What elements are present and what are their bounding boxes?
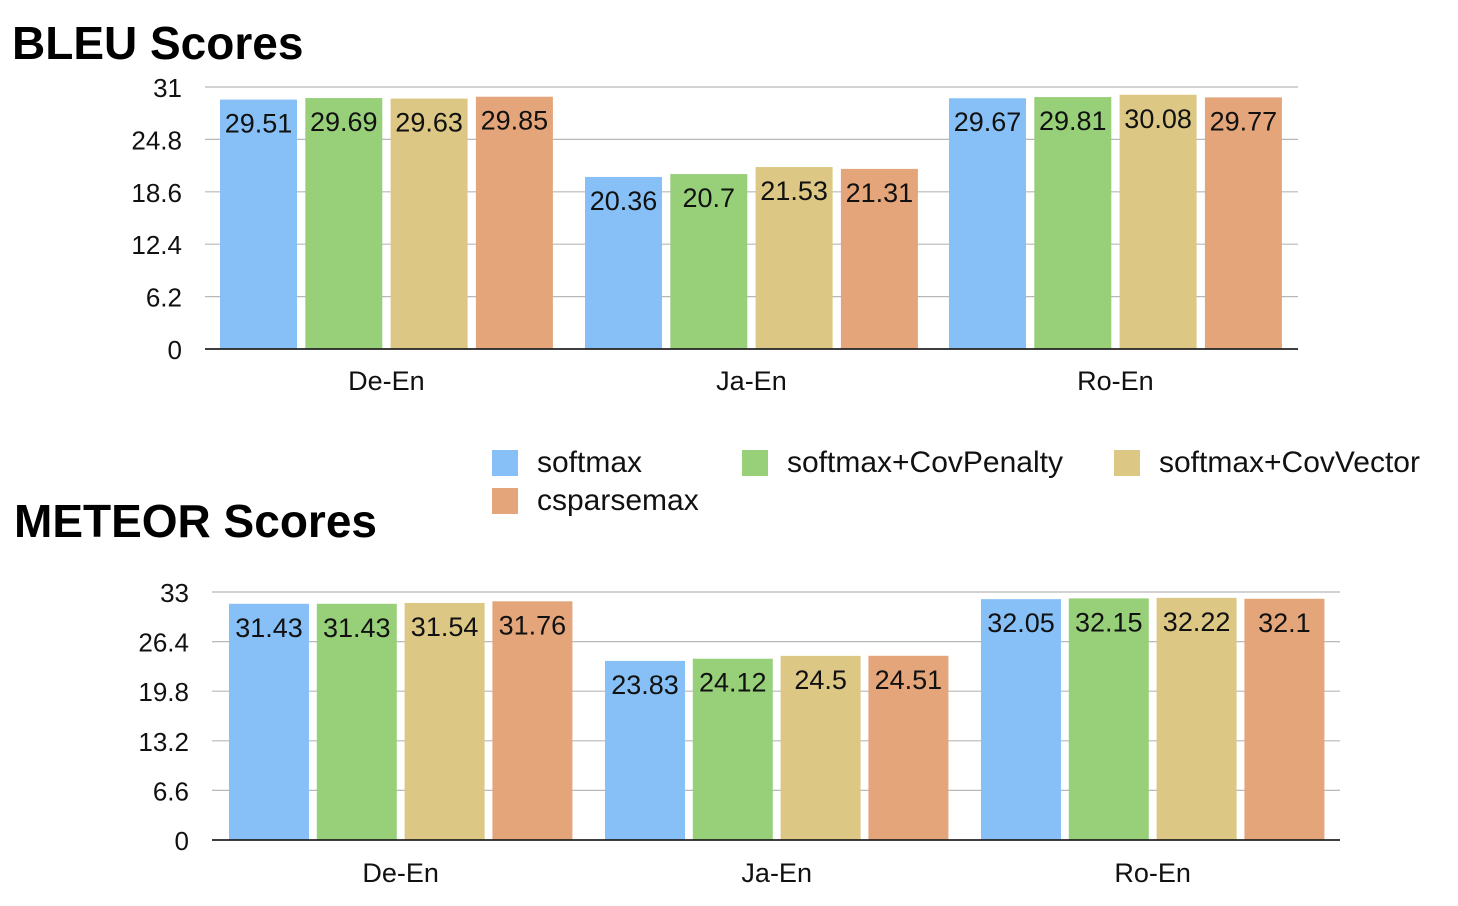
bleu-bar: [585, 176, 662, 349]
meteor-data-label: 31.43: [323, 613, 391, 643]
bleu-bar: [1119, 94, 1197, 349]
bleu-data-label: 29.85: [481, 106, 549, 136]
bleu-data-label: 21.53: [760, 176, 828, 206]
bleu-chart: 0 6.2 12.4 18.6 24.8 31 29.51 20.36 29.67 29.69 20…: [131, 73, 1298, 396]
meteor-bar: [316, 603, 397, 840]
meteor-y-tick-label: 33: [160, 578, 189, 608]
bleu-bar: [670, 174, 748, 349]
bleu-bar: [305, 98, 383, 349]
bleu-category-label: Ja-En: [716, 366, 787, 396]
bleu-data-label: 29.51: [225, 109, 293, 139]
meteor-bar: [492, 601, 573, 840]
meteor-bar: [1068, 598, 1149, 840]
meteor-data-label: 24.51: [875, 665, 943, 695]
meteor-bar: [1244, 598, 1325, 840]
meteor-data-label: 31.43: [235, 613, 303, 643]
bleu-y-tick-label: 6.2: [146, 283, 182, 313]
meteor-bar: [229, 603, 309, 840]
bleu-bar: [949, 98, 1026, 349]
meteor-y-tick-label: 19.8: [138, 677, 189, 707]
legend-swatch-covpenalty: [742, 450, 768, 476]
bleu-data-label: 30.08: [1124, 104, 1192, 134]
meteor-category-label: De-En: [362, 858, 439, 888]
bleu-bar: [1034, 97, 1112, 349]
bleu-y-tick-label: 0: [168, 335, 182, 365]
meteor-data-label: 23.83: [611, 670, 679, 700]
meteor-bar: [605, 660, 685, 840]
meteor-bar: [780, 655, 861, 840]
meteor-data-label: 31.54: [411, 612, 479, 642]
legend-swatch-csparsemax: [492, 488, 518, 514]
meteor-data-label: 32.05: [987, 608, 1055, 638]
meteor-data-label: 32.15: [1075, 607, 1143, 637]
bleu-bar: [840, 168, 918, 349]
bleu-bar: [390, 98, 468, 350]
bleu-data-label: 29.81: [1039, 106, 1107, 136]
meteor-data-label: 32.22: [1163, 607, 1231, 637]
legend-item-csparsemax: csparsemax: [492, 484, 699, 518]
bleu-y-tick-label: 18.6: [131, 178, 182, 208]
bleu-category-label: De-En: [348, 366, 425, 396]
meteor-y-tick-label: 6.6: [153, 776, 189, 806]
bleu-bar: [1204, 97, 1282, 350]
bleu-data-label: 29.69: [310, 107, 378, 137]
meteor-data-label: 24.12: [699, 668, 767, 698]
meteor-bar: [868, 655, 949, 840]
bleu-data-label: 29.67: [954, 107, 1022, 137]
meteor-data-label: 24.5: [794, 665, 847, 695]
bleu-y-tick-label: 12.4: [131, 230, 182, 260]
bleu-data-label: 21.31: [846, 178, 914, 208]
bleu-category-label: Ro-En: [1077, 366, 1154, 396]
bleu-bar: [220, 99, 297, 350]
bleu-bar: [475, 96, 553, 349]
legend-item-covvector: softmax+CovVector: [1114, 446, 1420, 480]
legend-label-covvector: softmax+CovVector: [1159, 446, 1420, 479]
legend-swatch-covvector: [1114, 450, 1140, 476]
legend-label-csparsemax: csparsemax: [537, 484, 699, 517]
bleu-chart-title: BLEU Scores: [12, 17, 304, 69]
meteor-y-tick-label: 26.4: [138, 628, 189, 658]
meteor-category-label: Ja-En: [741, 858, 812, 888]
bleu-y-tick-label: 24.8: [131, 125, 182, 155]
bleu-data-label: 29.63: [395, 108, 463, 138]
legend-label-softmax: softmax: [537, 446, 643, 479]
bleu-data-label: 29.77: [1210, 106, 1278, 136]
meteor-bar: [981, 599, 1061, 840]
legend-swatch-softmax: [492, 450, 518, 476]
meteor-category-label: Ro-En: [1114, 858, 1191, 888]
meteor-data-label: 31.76: [499, 610, 567, 640]
bleu-data-label: 20.7: [683, 183, 736, 213]
meteor-chart-title: METEOR Scores: [14, 495, 377, 547]
meteor-y-tick-label: 13.2: [138, 727, 189, 757]
meteor-bar: [692, 658, 773, 840]
bleu-data-label: 20.36: [590, 186, 658, 216]
bleu-y-tick-label: 31: [153, 73, 182, 103]
legend-item-softmax: softmax: [492, 446, 642, 480]
meteor-y-tick-label: 0: [175, 826, 189, 856]
legend-label-covpenalty: softmax+CovPenalty: [787, 446, 1063, 479]
legend-item-covpenalty: softmax+CovPenalty: [742, 446, 1063, 480]
bleu-bar: [755, 167, 833, 349]
meteor-bar: [1156, 597, 1237, 840]
meteor-data-label: 32.1: [1258, 608, 1311, 638]
meteor-bar: [404, 602, 485, 840]
